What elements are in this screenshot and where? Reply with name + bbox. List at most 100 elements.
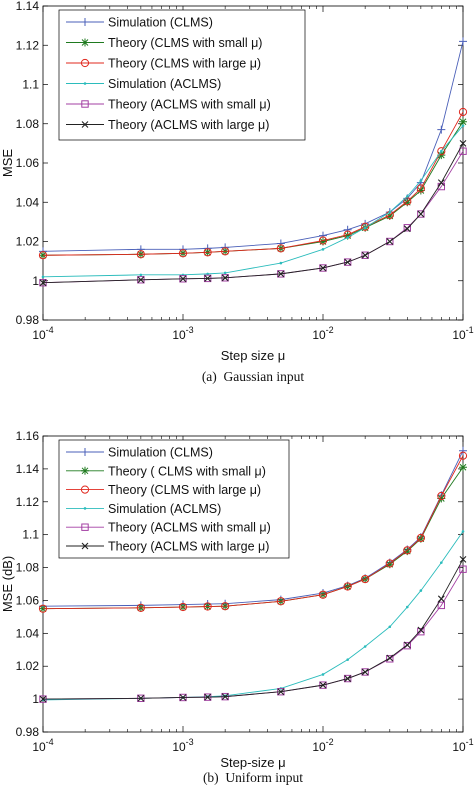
data-point (437, 147, 446, 156)
data-point (363, 645, 367, 648)
y-tick-label: 1.08 (16, 561, 40, 575)
data-point (361, 222, 370, 231)
data-point (386, 237, 394, 246)
data-point (437, 595, 445, 603)
x-tick-label: 10-4 (32, 325, 53, 342)
data-point (344, 258, 352, 266)
data-point (39, 279, 47, 287)
data-point (318, 236, 328, 245)
y-tick-label: 1.14 (16, 0, 40, 13)
y-tick-label: 1 (32, 274, 39, 288)
y-tick-label: 1.12 (16, 495, 40, 509)
y-axis-label: MSE (dB) (0, 556, 15, 612)
legend-marker (81, 121, 89, 128)
data-point (385, 211, 394, 220)
data-point (39, 695, 47, 703)
legend-marker (81, 523, 89, 531)
legend-entry: Theory (CLMS with large μ) (108, 57, 261, 71)
data-point (440, 149, 443, 153)
legend-marker (83, 82, 87, 85)
data-point (319, 264, 327, 272)
chart-b: 10-4 10-3 10-2 10-1 0.98 1 1.02 1.04 1.06 1.08 1.1… (0, 429, 474, 785)
legend-box (58, 9, 306, 141)
data-point (319, 237, 327, 246)
legend-marker (80, 485, 90, 494)
data-point (417, 627, 425, 636)
x-tick-label: 10-2 (312, 325, 333, 342)
y-tick-label: 1.04 (16, 626, 40, 640)
data-point (403, 198, 412, 207)
x-tick-label: 10-4 (32, 737, 53, 754)
data-point (204, 693, 212, 701)
y-tick-label: 1.12 (16, 38, 40, 52)
y-tick-label: 1.1 (22, 78, 39, 92)
legend-entry: Simulation (ACLMS) (108, 502, 221, 516)
legend-entry: Theory (ACLMS with large μ) (108, 540, 269, 554)
y-tick-label: 1.06 (16, 593, 40, 607)
data-point (277, 270, 285, 278)
y-tick-label: 1.16 (16, 429, 40, 443)
y-tick-label: 1.08 (16, 117, 40, 131)
data-point (178, 249, 188, 258)
data-point (41, 275, 45, 279)
data-point (459, 555, 467, 563)
data-point (419, 179, 423, 182)
data-point (403, 547, 412, 556)
data-point (343, 258, 352, 266)
legend-marker (83, 507, 87, 510)
legend-marker (81, 18, 89, 26)
data-point (321, 248, 325, 251)
data-point (405, 195, 409, 198)
legend-marker (81, 542, 89, 550)
data-point (416, 186, 425, 195)
x-tick-label: 10-1 (452, 737, 473, 754)
data-point (137, 276, 145, 284)
data-point (386, 655, 394, 663)
data-point (417, 210, 425, 218)
y-tick-label: 1.1 (22, 528, 39, 542)
data-point (223, 271, 227, 275)
data-point (221, 247, 230, 256)
data-point (437, 601, 446, 610)
data-point (458, 107, 468, 117)
legend-entry: Simulation (ACLMS) (108, 77, 221, 91)
series-line (42, 125, 464, 278)
legend-entry: Theory (ACLMS with small μ) (108, 98, 271, 112)
data-point (459, 446, 467, 455)
data-point (38, 251, 48, 260)
data-point (385, 560, 394, 569)
legend-entry: Simulation (CLMS) (108, 16, 213, 30)
data-point (388, 210, 392, 214)
data-point (318, 590, 328, 599)
data-point (403, 641, 411, 649)
x-axis-label: Step size μ (221, 348, 286, 363)
data-point (203, 602, 212, 611)
series-line (42, 111, 464, 256)
legend-entry: Theory (ACLMS with small μ) (108, 521, 271, 535)
legend-marker (81, 38, 89, 47)
legend-marker (81, 100, 89, 108)
data-point (361, 574, 370, 584)
series-6 (39, 555, 467, 703)
legend: Simulation (CLMS) Theory (CLMS with small… (58, 9, 306, 141)
x-tick-label: 10-1 (452, 325, 473, 342)
data-point (437, 491, 446, 501)
data-point (403, 225, 411, 233)
data-point (136, 603, 145, 612)
data-point (417, 210, 425, 218)
data-point (137, 694, 145, 702)
series-4 (41, 124, 465, 279)
data-point (386, 238, 394, 245)
x-tick-label: 10-3 (172, 737, 193, 754)
data-point (403, 641, 411, 650)
data-point (203, 248, 212, 257)
data-point (361, 251, 369, 259)
data-point (461, 530, 465, 533)
data-point (361, 668, 369, 676)
data-point (403, 197, 412, 206)
y-tick-label: 1.04 (16, 195, 40, 209)
data-point (419, 589, 423, 592)
y-tick-label: 1.06 (16, 156, 40, 170)
data-point (344, 675, 352, 682)
data-point (361, 251, 369, 259)
